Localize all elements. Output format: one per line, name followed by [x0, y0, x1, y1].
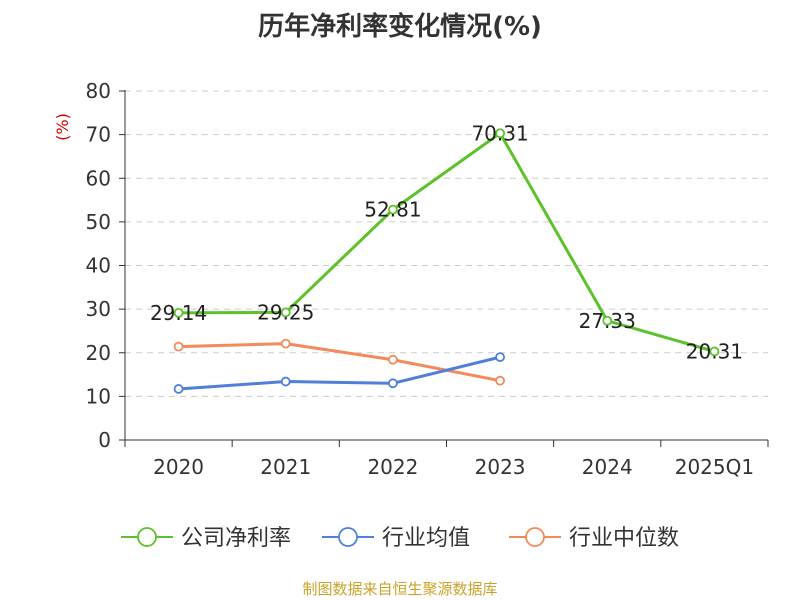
x-tick-label: 2025Q1	[675, 455, 754, 479]
y-axis-label: (%)	[53, 113, 72, 141]
data-point	[173, 341, 184, 352]
data-label: 29.14	[150, 301, 207, 325]
data-label: 52.81	[364, 198, 421, 222]
series-layer	[173, 128, 720, 394]
legend-label: 行业均值	[382, 526, 470, 551]
data-label: 29.25	[257, 300, 314, 324]
data-point	[280, 307, 291, 318]
chart-title: 历年净利率变化情况(%)	[258, 12, 542, 42]
data-point	[602, 315, 613, 326]
data-point	[388, 204, 398, 215]
data-point	[173, 384, 184, 394]
data-label: 20.31	[686, 339, 743, 363]
y-tick-label: 20	[86, 341, 111, 365]
source-note: 制图数据来自恒生聚源数据库	[302, 580, 498, 598]
y-tick-label: 80	[86, 79, 111, 103]
x-tick-label: 2020	[153, 455, 204, 479]
grid-lines	[125, 90, 768, 397]
y-tick-label: 60	[86, 166, 111, 190]
x-tick-label: 2022	[367, 455, 418, 479]
y-tick-label: 0	[98, 428, 111, 452]
x-tick-label: 2023	[475, 455, 526, 479]
x-tick-label: 2021	[260, 455, 311, 479]
data-point	[280, 338, 291, 349]
data-point	[388, 378, 398, 389]
data-point	[495, 352, 505, 363]
legend-marker	[525, 527, 545, 547]
x-tick-label: 2024	[582, 455, 633, 479]
legend-label: 行业中位数	[569, 526, 679, 551]
data-point	[495, 375, 505, 386]
data-point	[173, 307, 184, 318]
data-label: 70.31	[471, 121, 528, 145]
legend-marker	[137, 527, 157, 547]
series-line	[178, 355, 501, 391]
legend-marker	[338, 527, 358, 547]
data-point	[280, 376, 291, 387]
legend: 公司净利率 行业均值 行业中位数	[121, 526, 679, 551]
y-tick-label: 50	[86, 210, 111, 234]
data-labels: 29.14 29.25 52.81 70.31 27.33 20.31	[150, 121, 743, 363]
axes: 0 10 20 30 40 50 60 70 80 2020 2021 2022 2023 2024 202…	[86, 79, 769, 479]
series-line	[178, 342, 501, 383]
y-tick-label: 10	[86, 384, 111, 408]
legend-label: 公司净利率	[181, 526, 291, 551]
data-point	[495, 128, 505, 139]
data-point	[388, 354, 398, 365]
data-point	[709, 346, 720, 357]
y-tick-label: 40	[86, 254, 111, 278]
y-tick-label: 30	[86, 297, 111, 321]
data-label: 27.33	[579, 309, 636, 333]
y-tick-label: 70	[86, 123, 111, 147]
series-line	[178, 131, 715, 353]
